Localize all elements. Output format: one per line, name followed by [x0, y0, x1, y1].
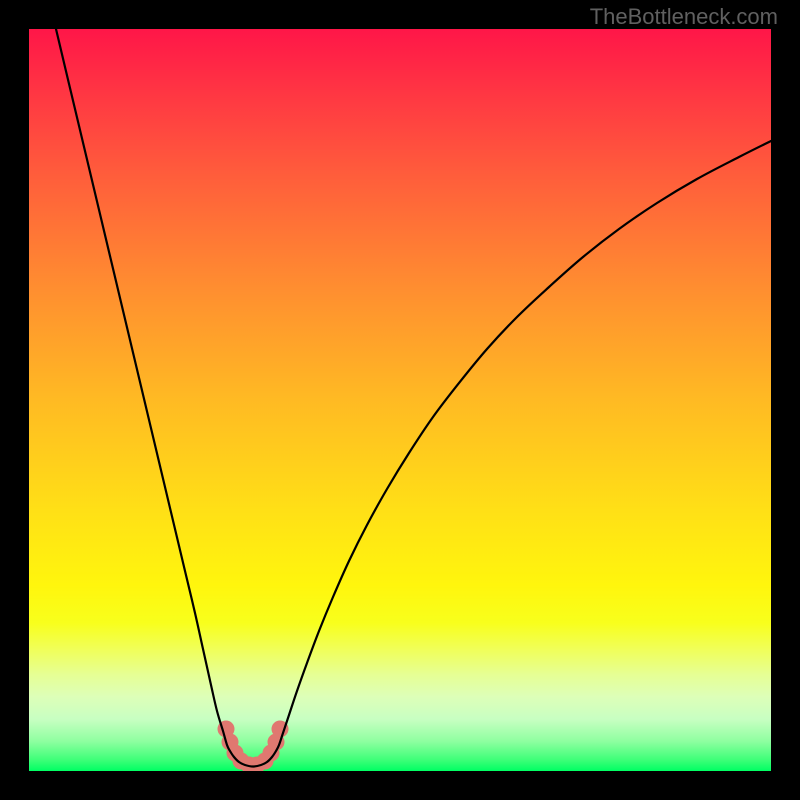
bottleneck-curve: [29, 29, 771, 771]
chart-plot-area: [29, 29, 771, 771]
watermark-text: TheBottleneck.com: [590, 4, 778, 30]
curve-line: [56, 29, 771, 767]
